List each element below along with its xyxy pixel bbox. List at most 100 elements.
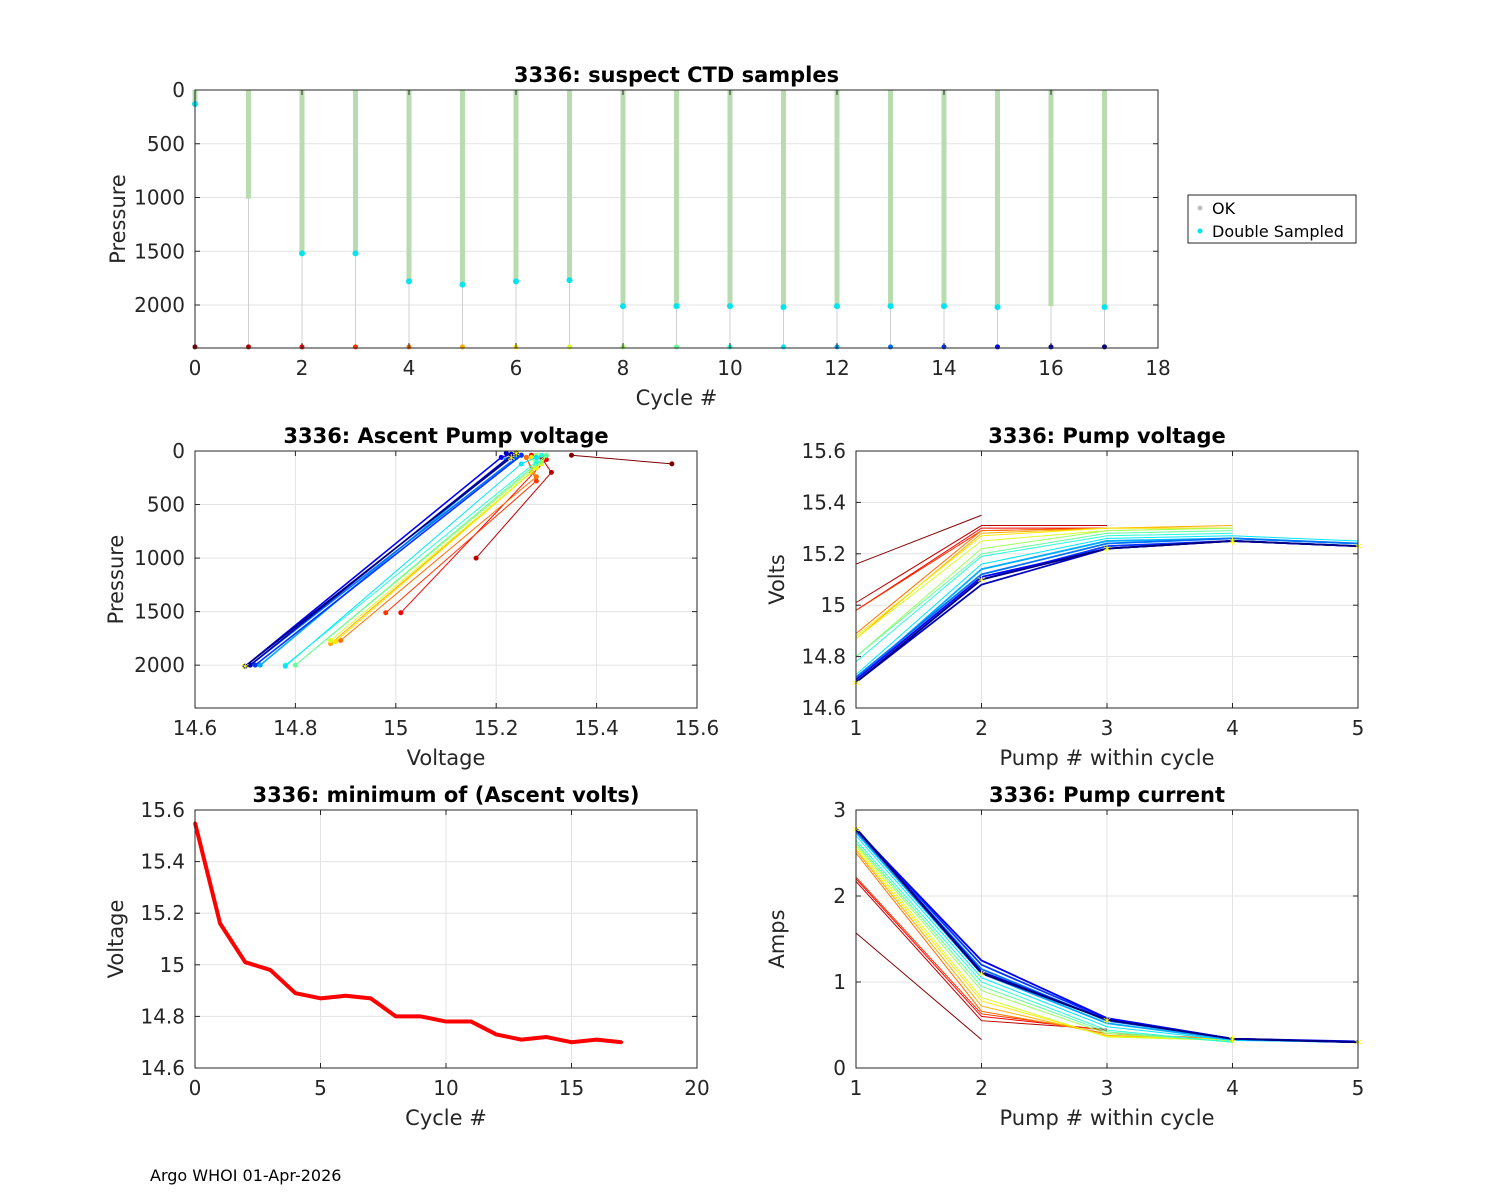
- pumpv-series-line: [855, 532, 1233, 663]
- ascent-xtick-label: 14.6: [173, 716, 218, 740]
- minv-point: [419, 1014, 423, 1018]
- minv-point: [369, 996, 373, 1000]
- pumpv-xtick-label: 1: [850, 716, 863, 740]
- minv-point: [494, 1032, 498, 1036]
- ctd-xtick-label: 18: [1145, 356, 1170, 380]
- ascent-latest-marker: *: [241, 659, 249, 678]
- ascent-latest-marker: *: [512, 446, 520, 465]
- ascent-plot-area: ***: [241, 446, 675, 678]
- minv-ytick-label: 14.8: [140, 1004, 185, 1028]
- ctd-frame: [194, 89, 1159, 349]
- ctd-cycle-marker: [353, 344, 358, 350]
- pumpc-ylabel: Amps: [765, 909, 789, 968]
- minv-ytick-label: 14.6: [140, 1056, 185, 1080]
- minv-xlabel: Cycle #: [405, 1106, 487, 1130]
- ascent-frame: [194, 450, 698, 709]
- minv-point: [394, 1014, 398, 1018]
- pumpc-latest-marker: *: [978, 966, 986, 985]
- pumpc-series-line: [855, 845, 1233, 1041]
- pumpc-series-line: [855, 842, 1233, 1043]
- ascent-point: [333, 639, 339, 645]
- ctd-xtick-label: 6: [510, 356, 523, 380]
- pumpv-series-line: [855, 525, 1107, 604]
- minv-ytick-label: 15.2: [140, 901, 185, 925]
- pumpc-title: 3336: Pump current: [989, 783, 1225, 807]
- footer-credit: Argo WHOI 01-Apr-2026: [150, 1166, 342, 1185]
- pumpc-ytick-label: 2: [833, 884, 846, 908]
- ascent-point: [498, 454, 504, 460]
- ctd-double-sampled-point: [352, 250, 359, 257]
- ascent-ytick-label: 1500: [134, 600, 185, 624]
- ctd-double-sampled-point: [887, 303, 894, 310]
- pumpc-series-line: [855, 828, 1359, 1044]
- ascent-point: [533, 459, 539, 465]
- ctd-double-sampled-point: [1101, 304, 1108, 311]
- ctd-legend-box: [1187, 194, 1357, 244]
- ctd-xlabel: Cycle #: [636, 386, 718, 410]
- pumpc-ytick-label: 3: [833, 798, 846, 822]
- minv-point: [268, 968, 272, 972]
- minv-point: [319, 996, 322, 1000]
- ctd-double-sampled-point: [299, 250, 305, 257]
- pumpc-ytick-label: 0: [833, 1056, 846, 1080]
- pumpv-series-line: [855, 537, 1359, 678]
- ascent-point: [473, 555, 479, 561]
- ascent-point: [669, 461, 675, 467]
- pumpv-series-line: [855, 514, 982, 565]
- ctd-cycle-marker: [246, 344, 251, 350]
- minv-ytick-label: 15.4: [140, 850, 185, 874]
- pumpv-plot-area: *** * *: [852, 514, 1362, 694]
- ascent-point: [513, 450, 519, 456]
- pumpc-xtick-label: 4: [1226, 1076, 1239, 1100]
- ascent-ytick-label: 500: [147, 493, 185, 517]
- minv-ylabel: Voltage: [104, 900, 128, 979]
- ctd-ylabel: Pressure: [106, 174, 130, 264]
- ascent-point: [338, 638, 344, 644]
- ascent-xlabel: Voltage: [407, 746, 486, 770]
- pumpc-latest-marker: *: [1103, 1013, 1111, 1032]
- ascent-point: [252, 662, 258, 668]
- pumpc-xtick-label: 2: [975, 1076, 988, 1100]
- minv-point: [519, 1038, 523, 1042]
- minv-point: [218, 922, 222, 926]
- ctd-double-sampled-point: [673, 303, 680, 310]
- pumpv-xtick-label: 2: [975, 716, 988, 740]
- minv-title: 3336: minimum of (Ascent volts): [252, 783, 639, 807]
- ascent-point: [398, 610, 404, 616]
- ascent-xtick-label: 15: [383, 716, 408, 740]
- ascent-point: [543, 452, 549, 458]
- pumpv-series-line: [855, 527, 1233, 657]
- ctd-ytick-label: 500: [147, 132, 185, 156]
- ctd-xtick-label: 12: [824, 356, 849, 380]
- pumpc-xtick-label: 5: [1352, 1076, 1365, 1100]
- ctd-double-sampled-point: [994, 304, 1001, 311]
- pumpv-series-line: [855, 527, 1233, 637]
- ctd-cycle-marker: [995, 344, 1000, 350]
- pumpv-series-line: [855, 540, 1359, 683]
- pumpc-xlabel: Pump # within cycle: [1000, 1106, 1215, 1130]
- ascent-point: [548, 469, 554, 475]
- ascent-title: 3336: Ascent Pump voltage: [283, 424, 608, 448]
- pumpv-xtick-label: 3: [1101, 716, 1114, 740]
- ctd-double-sampled-point: [459, 281, 466, 288]
- ctd-cycle-marker: [781, 344, 786, 350]
- ctd-cycle-marker: [460, 344, 465, 350]
- ctd-ytick-label: 1500: [134, 239, 185, 263]
- ascent-series-line: [571, 454, 672, 465]
- ctd-double-sampled-point: [834, 303, 840, 310]
- ascent-point: [282, 663, 288, 669]
- ascent-point: [518, 461, 524, 467]
- minv-xtick-label: 5: [314, 1076, 327, 1100]
- ascent-point: [503, 450, 509, 456]
- ascent-ylabel: Pressure: [104, 535, 128, 625]
- ascent-latest-marker: *: [507, 450, 515, 469]
- ctd-ytick-label: 2000: [134, 293, 185, 317]
- minv-point: [293, 991, 297, 995]
- pumpv-series-line: [855, 535, 1359, 675]
- ctd-ytick-label: 1000: [134, 186, 185, 210]
- ctd-title: 3336: suspect CTD samples: [514, 63, 839, 87]
- ascent-ytick-label: 0: [172, 439, 185, 463]
- pumpv-ytick-label: 15.6: [801, 439, 846, 463]
- ctd-axes: 0 2 4 6 8 10 12 14 16 18 0 500 1000 1500 2000 3336: sus…: [106, 63, 1171, 410]
- ctd-xtick-label: 2: [296, 356, 309, 380]
